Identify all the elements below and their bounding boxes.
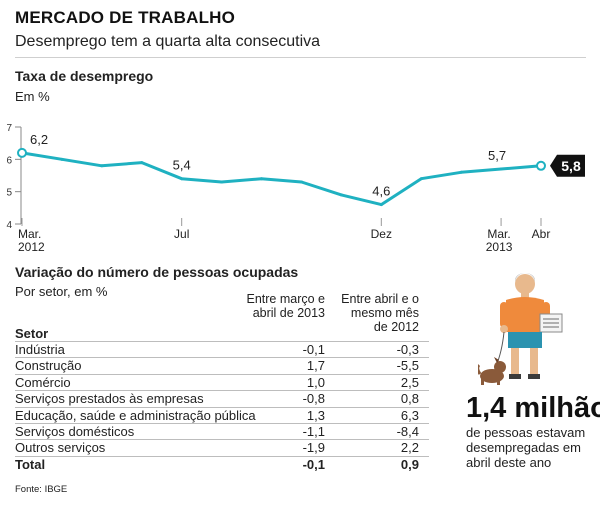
table-total-row: Total -0,1 0,9: [15, 455, 429, 473]
value-callout: [550, 154, 585, 177]
x-tick-label: Dez: [371, 227, 392, 241]
source-note: Fonte: IBGE: [15, 484, 68, 495]
data-point: [499, 167, 503, 171]
chart-unit: Em %: [15, 89, 50, 104]
row-label: Outros serviços: [15, 440, 106, 456]
row-label: Serviços domésticos: [15, 424, 135, 439]
unemployed-total: 1,4 milhão: [466, 392, 600, 424]
data-point: [379, 203, 383, 207]
row-value-march-april: 1,7: [306, 358, 325, 374]
data-point: [299, 180, 303, 184]
row-value-year-over-year: 0,8: [400, 391, 419, 407]
data-point: [140, 161, 144, 165]
row-value-year-over-year: 0,9: [400, 456, 419, 472]
data-point: [220, 180, 224, 184]
column-header-year-over-year: Entre abril e o mesmo mês de 2012: [341, 292, 419, 334]
table-subtitle: Por setor, em %: [15, 284, 108, 299]
row-value-march-april: -0,1: [302, 342, 325, 357]
row-label: Indústria: [15, 342, 65, 357]
data-point: [100, 164, 104, 168]
data-point: [260, 177, 264, 181]
x-tick-label: Mar.: [18, 227, 41, 241]
x-tick-label: Mar.: [487, 227, 510, 241]
person-icon: [476, 273, 563, 385]
row-label: Educação, saúde e administração pública: [15, 407, 256, 423]
chart-labels: 6,2 5,4 4,6 5,7 5,8: [30, 132, 585, 199]
row-label: Serviços prestados às empresas: [15, 391, 204, 407]
data-point: [339, 193, 343, 197]
data-point: [180, 177, 184, 181]
row-value-year-over-year: -8,4: [396, 424, 419, 439]
data-label: 4,6: [372, 184, 390, 199]
row-value-year-over-year: 6,3: [400, 407, 419, 423]
y-tick-label: 4: [6, 220, 12, 231]
data-point: [459, 170, 463, 174]
chart-series: [17, 147, 546, 207]
data-label: 5,4: [173, 158, 191, 173]
x-tick-label: Abr: [532, 227, 551, 241]
table-row: Comércio 1,0 2,5: [15, 373, 429, 391]
table-row: Outros serviços -1,9 2,2: [15, 439, 429, 456]
y-tick-label: 5: [6, 188, 12, 199]
row-label: Comércio: [15, 374, 71, 390]
row-label: Total: [15, 456, 46, 472]
data-label: 6,2: [30, 132, 48, 147]
series-line: [21, 151, 542, 207]
value-callout-label: 5,8: [561, 158, 581, 174]
table-row: Serviços domésticos -1,1 -8,4: [15, 423, 429, 440]
table-row: Indústria -0,1 -0,3: [15, 341, 429, 358]
row-value-march-april: -0,8: [302, 391, 325, 407]
data-point: [17, 147, 27, 158]
unemployed-caption: de pessoas estavam desempregadas em abri…: [466, 425, 586, 470]
y-tick-label: 7: [6, 123, 12, 134]
x-tick-label-year: 2012: [18, 240, 45, 254]
row-value-march-april: -0,1: [302, 456, 325, 472]
table-row: Educação, saúde e administração pública 1…: [15, 406, 429, 424]
row-value-year-over-year: 2,5: [400, 374, 419, 390]
data-label: 5,7: [488, 148, 506, 163]
row-value-march-april: -1,9: [302, 440, 325, 456]
row-value-march-april: -1,1: [302, 424, 325, 439]
data-point: [536, 160, 546, 171]
data-point: [419, 177, 423, 181]
row-value-year-over-year: 2,2: [400, 440, 419, 456]
man-with-dog-illustration: [476, 270, 588, 390]
divider: [15, 57, 586, 58]
y-tick-label: 6: [6, 155, 12, 166]
row-value-year-over-year: -0,3: [396, 342, 419, 357]
row-value-year-over-year: -5,5: [396, 358, 419, 374]
chart-title: Taxa de desemprego: [15, 68, 154, 84]
page-title: MERCADO DE TRABALHO: [15, 8, 236, 27]
x-tick-label: Jul: [174, 227, 189, 241]
table-row: Construção 1,7 -5,5: [15, 357, 429, 374]
row-label: Construção: [15, 358, 82, 374]
table-title: Variação do número de pessoas ocupadas: [15, 264, 299, 280]
page-subtitle: Desemprego tem a quarta alta consecutiva: [15, 33, 321, 50]
column-header-march-april: Entre março e abril de 2013: [246, 292, 325, 320]
row-value-march-april: 1,0: [306, 374, 325, 390]
table-row: Serviços prestados às empresas -0,8 0,8: [15, 390, 429, 407]
x-tick-label-year: 2013: [486, 240, 513, 254]
row-value-march-april: 1,3: [306, 407, 325, 423]
column-header-sector: Setor: [15, 326, 49, 341]
data-point: [60, 157, 64, 161]
